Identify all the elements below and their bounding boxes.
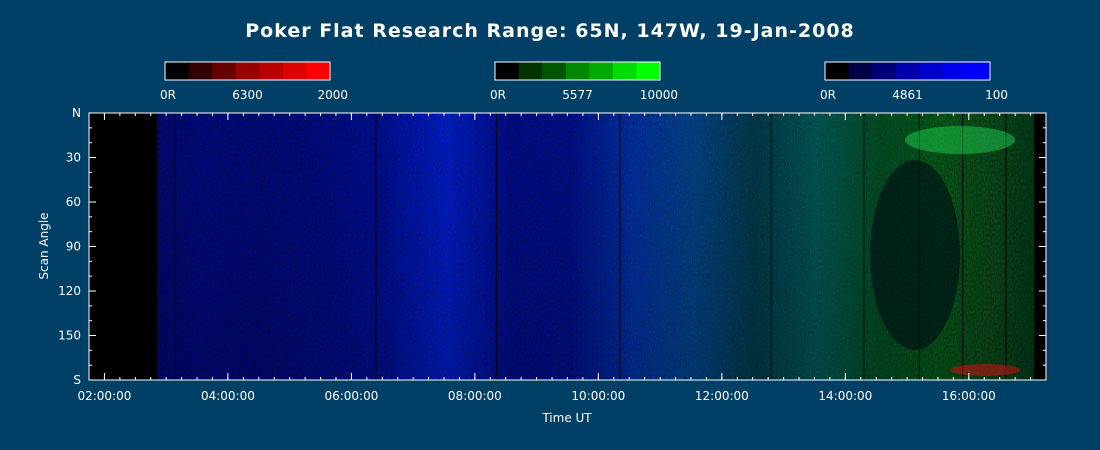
colorbar-swatch [919,62,944,80]
colorbar-swatch [235,62,260,80]
y-tick-label: 90 [66,240,81,254]
colorbar-mid-label: 6300 [232,88,263,102]
y-axis-label: Scan Angle [37,212,51,279]
colorbar-swatch [518,62,543,80]
colorbar-mid-label: 4861 [892,88,923,102]
colorbar-min-label: 0R [490,88,506,102]
colorbar-swatch [188,62,213,80]
colorbar-mid-label: 5577 [562,88,593,102]
colorbar-swatch [212,62,237,80]
colorbar-swatch [589,62,614,80]
colorbar-max-label: 100 [985,88,1008,102]
y-tick-label: 150 [58,329,81,343]
colorbar-swatch [165,62,190,80]
y-axis: N 30 60 90 120 150 S [58,106,1046,387]
x-tick-label: 04:00:00 [201,389,255,403]
y-tick-label: 30 [66,151,81,165]
chart-title: Poker Flat Research Range: 65N, 147W, 19… [245,20,855,42]
colorbar-swatch [306,62,331,80]
red-emission-patch [950,364,1020,376]
x-tick-label: 02:00:00 [77,389,131,403]
colorbar-swatch [565,62,590,80]
dark-gap-lines [174,113,1007,380]
colorbar-min-label: 0R [820,88,836,102]
colorbar-max-label: 10000 [640,88,678,102]
x-tick-label: 08:00:00 [448,389,502,403]
colorbar-swatch [825,62,850,80]
y-tick-label: 120 [58,284,81,298]
plot-area [88,112,1047,381]
x-tick-label: 16:00:00 [942,389,996,403]
colorbar-frame [164,61,331,81]
dark-region [870,160,960,350]
colorbar-swatch [542,62,567,80]
y-tick-label: N [72,106,81,120]
colorbar-swatch [636,62,661,80]
colorbar-swatch [872,62,897,80]
x-tick-label: 10:00:00 [571,389,625,403]
colorbar-swatch [942,62,967,80]
colorbars: 0R 6300 2000 0R 5577 10000 0R 4861 100 [160,61,1008,102]
x-axis-label: Time UT [541,411,592,425]
colorbar-swatch [612,62,637,80]
colorbar-max-label: 2000 [317,88,348,102]
x-axis: 02:00:00 04:00:00 06:00:00 08:00:00 10:00:00… [77,113,1047,403]
bright-green-arc [905,126,1015,154]
colorbar-min-label: 0R [160,88,176,102]
colorbar-frame [494,61,661,81]
y-tick-label: S [73,373,81,387]
x-tick-label: 12:00:00 [695,389,749,403]
x-tick-label: 06:00:00 [324,389,378,403]
y-tick-label: 60 [66,195,81,209]
colorbar-swatch [259,62,284,80]
colorbar-swatch [966,62,991,80]
x-tick-label: 14:00:00 [818,389,872,403]
colorbar-swatch [495,62,520,80]
colorbar-swatch [848,62,873,80]
colorbar-frame [824,61,991,81]
colorbar-swatch [895,62,920,80]
colorbar-swatch [282,62,307,80]
